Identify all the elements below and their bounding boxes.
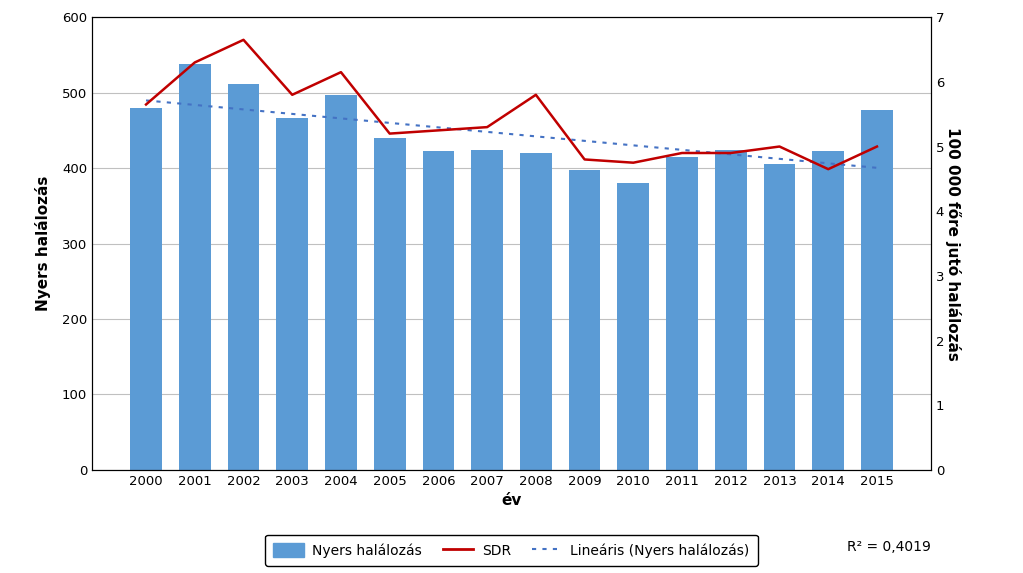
- Text: R² = 0,4019: R² = 0,4019: [847, 540, 931, 554]
- Bar: [812, 151, 844, 470]
- Bar: [861, 110, 893, 470]
- Bar: [228, 84, 259, 470]
- Bar: [666, 157, 698, 470]
- Bar: [764, 163, 795, 470]
- Bar: [569, 170, 601, 470]
- Bar: [618, 183, 650, 470]
- Y-axis label: Nyers halálozás: Nyers halálozás: [35, 176, 51, 311]
- Bar: [276, 118, 308, 470]
- Bar: [179, 64, 211, 470]
- X-axis label: év: év: [501, 493, 522, 508]
- Bar: [325, 95, 357, 470]
- Bar: [130, 108, 162, 470]
- Y-axis label: 100 000 főre jutó halálozás: 100 000 főre jutó halálozás: [945, 127, 961, 360]
- Bar: [373, 138, 405, 470]
- Bar: [715, 150, 747, 470]
- Bar: [422, 151, 454, 470]
- Bar: [472, 150, 503, 470]
- Bar: [520, 153, 551, 470]
- Legend: Nyers halálozás, SDR, Lineáris (Nyers halálozás): Nyers halálozás, SDR, Lineáris (Nyers ha…: [265, 535, 758, 566]
